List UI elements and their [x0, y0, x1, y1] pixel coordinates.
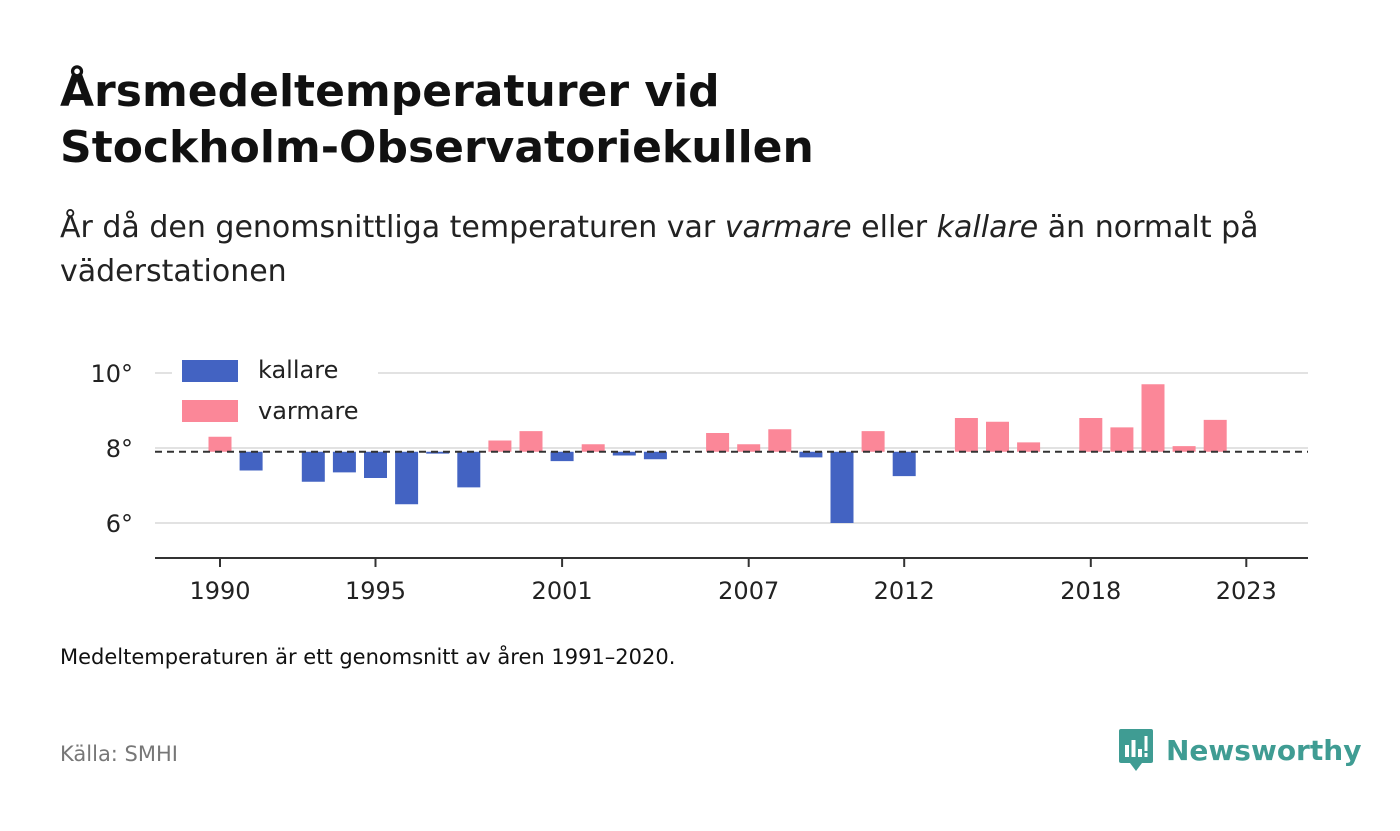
bar-1990 — [208, 436, 232, 452]
bar-2003 — [612, 451, 636, 456]
x-tick-label-2001: 2001 — [532, 577, 593, 605]
axis-layer: 1990 1995 2001 2007 2012 2018 2023 — [155, 557, 1308, 605]
brand-name: Newsworthy — [1166, 733, 1362, 767]
y-tick-label-6: 6° — [106, 510, 133, 538]
bar-2014 — [954, 418, 978, 452]
legend-label-varmare: varmare — [258, 397, 359, 425]
chart-subtitle: År då den genomsnittliga temperaturen va… — [60, 206, 1340, 294]
x-tick-label-2018: 2018 — [1060, 577, 1121, 605]
bar-1999 — [488, 440, 512, 452]
title-line-1: Årsmedeltemperaturer vid — [60, 66, 720, 117]
legend-swatch-kallare — [182, 360, 238, 382]
bar-2008 — [768, 429, 792, 452]
bars-layer — [155, 384, 1308, 523]
subtitle-text-1: År då den genomsnittliga temperaturen va… — [60, 210, 725, 245]
title-line-2: Stockholm-Observatoriekullen — [60, 122, 814, 173]
bar-1991 — [239, 451, 263, 471]
bar-2020 — [1141, 384, 1165, 452]
bar-2002 — [581, 444, 605, 452]
y-tick-label-10: 10° — [90, 360, 133, 388]
bar-2016 — [1017, 442, 1041, 452]
bar-2009 — [799, 451, 823, 458]
bar-2010 — [830, 451, 854, 523]
temperature-bar-chart: 6° 8° 10° 1990 1995 2001 2007 2012 2018 2023 kal… — [90, 346, 1308, 605]
y-tick-label-8: 8° — [106, 435, 133, 463]
footnote: Medeltemperaturen är ett genomsnitt av å… — [60, 645, 676, 669]
bar-2018 — [1079, 418, 1103, 452]
legend-swatch-varmare — [182, 400, 238, 422]
x-tick-label-2012: 2012 — [874, 577, 935, 605]
bar-2012 — [892, 451, 916, 477]
subtitle-emphasis-warmer: varmare — [724, 210, 852, 245]
subtitle-emphasis-colder: kallare — [936, 210, 1039, 245]
bar-2006 — [706, 433, 730, 452]
bar-2011 — [861, 431, 885, 452]
legend: kallare varmare — [172, 346, 378, 436]
bar-1993 — [301, 451, 325, 482]
bar-2001 — [550, 451, 574, 462]
x-tick-label-2023: 2023 — [1216, 577, 1277, 605]
bar-2004 — [643, 451, 667, 460]
subtitle-text-3: än normalt på väderstationen — [60, 210, 1259, 289]
bar-2007 — [737, 444, 761, 452]
x-tick-label-1990: 1990 — [189, 577, 250, 605]
legend-label-kallare: kallare — [258, 356, 338, 384]
brand-logo: Newsworthy — [1118, 726, 1361, 774]
bar-1996 — [395, 451, 419, 505]
newsworthy-logo-icon — [1119, 729, 1153, 771]
bar-2019 — [1110, 427, 1134, 452]
bar-2021 — [1172, 446, 1196, 452]
subtitle-text-2: eller — [851, 210, 937, 245]
bar-2015 — [986, 421, 1009, 452]
bar-1994 — [332, 451, 356, 473]
x-tick-label-1995: 1995 — [345, 577, 406, 605]
chart-title: Årsmedeltemperaturer vid Stockholm-Obser… — [60, 64, 1260, 176]
bar-1998 — [457, 451, 481, 488]
bar-2000 — [519, 431, 543, 452]
bar-1995 — [364, 451, 387, 478]
source-label: Källa: SMHI — [60, 742, 178, 766]
x-tick-label-2007: 2007 — [718, 577, 779, 605]
bar-2022 — [1203, 419, 1227, 452]
grid-layer: 6° 8° 10° — [90, 360, 1308, 538]
